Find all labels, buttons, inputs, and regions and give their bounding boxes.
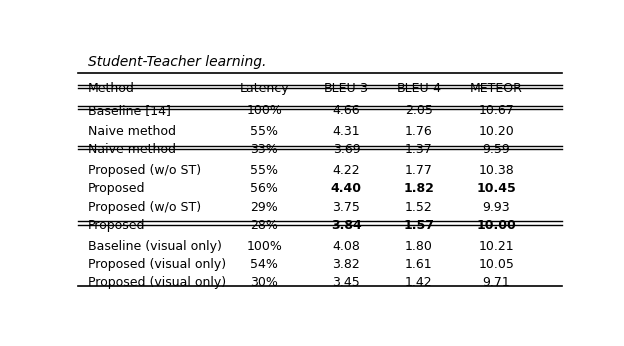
Text: Latency: Latency xyxy=(240,82,289,95)
Text: Proposed: Proposed xyxy=(87,219,145,232)
Text: 3.45: 3.45 xyxy=(333,276,360,289)
Text: 9.93: 9.93 xyxy=(482,201,510,213)
Text: Proposed (visual only): Proposed (visual only) xyxy=(87,276,226,289)
Text: METEOR: METEOR xyxy=(470,82,523,95)
Text: Naive method: Naive method xyxy=(87,125,176,138)
Text: 10.21: 10.21 xyxy=(479,240,514,253)
Text: Naive method: Naive method xyxy=(87,143,176,156)
Text: 1.42: 1.42 xyxy=(405,276,433,289)
Text: 9.71: 9.71 xyxy=(482,276,510,289)
Text: 10.67: 10.67 xyxy=(479,103,514,117)
Text: 3.84: 3.84 xyxy=(331,219,362,232)
Text: 2.05: 2.05 xyxy=(405,103,433,117)
Text: 10.05: 10.05 xyxy=(479,258,514,271)
Text: 55%: 55% xyxy=(250,164,278,177)
Text: Student-Teacher learning.: Student-Teacher learning. xyxy=(87,55,266,69)
Text: 9.59: 9.59 xyxy=(482,143,510,156)
Text: 100%: 100% xyxy=(246,240,282,253)
Text: 4.31: 4.31 xyxy=(333,125,360,138)
Text: BLEU-3: BLEU-3 xyxy=(324,82,369,95)
Text: 4.08: 4.08 xyxy=(333,240,360,253)
Text: 30%: 30% xyxy=(250,276,278,289)
Text: Proposed (visual only): Proposed (visual only) xyxy=(87,258,226,271)
Text: 10.38: 10.38 xyxy=(479,164,514,177)
Text: 100%: 100% xyxy=(246,103,282,117)
Text: 1.76: 1.76 xyxy=(405,125,433,138)
Text: 1.80: 1.80 xyxy=(405,240,433,253)
Text: 33%: 33% xyxy=(250,143,278,156)
Text: 10.45: 10.45 xyxy=(477,182,516,195)
Text: BLEU-4: BLEU-4 xyxy=(396,82,441,95)
Text: 4.66: 4.66 xyxy=(333,103,360,117)
Text: 1.52: 1.52 xyxy=(405,201,433,213)
Text: 1.82: 1.82 xyxy=(404,182,434,195)
Text: 3.69: 3.69 xyxy=(333,143,360,156)
Text: Method: Method xyxy=(87,82,135,95)
Text: 3.82: 3.82 xyxy=(333,258,360,271)
Text: 4.22: 4.22 xyxy=(333,164,360,177)
Text: Proposed (w/o ST): Proposed (w/o ST) xyxy=(87,201,201,213)
Text: Proposed: Proposed xyxy=(87,182,145,195)
Text: 1.57: 1.57 xyxy=(404,219,434,232)
Text: Baseline [14]: Baseline [14] xyxy=(87,103,170,117)
Text: 28%: 28% xyxy=(250,219,278,232)
Text: Proposed (w/o ST): Proposed (w/o ST) xyxy=(87,164,201,177)
Text: 1.77: 1.77 xyxy=(405,164,433,177)
Text: 3.75: 3.75 xyxy=(333,201,360,213)
Text: 10.20: 10.20 xyxy=(479,125,514,138)
Text: 1.61: 1.61 xyxy=(405,258,433,271)
Text: Baseline (visual only): Baseline (visual only) xyxy=(87,240,222,253)
Text: 10.00: 10.00 xyxy=(477,219,516,232)
Text: 1.37: 1.37 xyxy=(405,143,433,156)
Text: 4.40: 4.40 xyxy=(331,182,362,195)
Text: 55%: 55% xyxy=(250,125,278,138)
Text: 54%: 54% xyxy=(250,258,278,271)
Text: 29%: 29% xyxy=(250,201,278,213)
Text: 56%: 56% xyxy=(250,182,278,195)
